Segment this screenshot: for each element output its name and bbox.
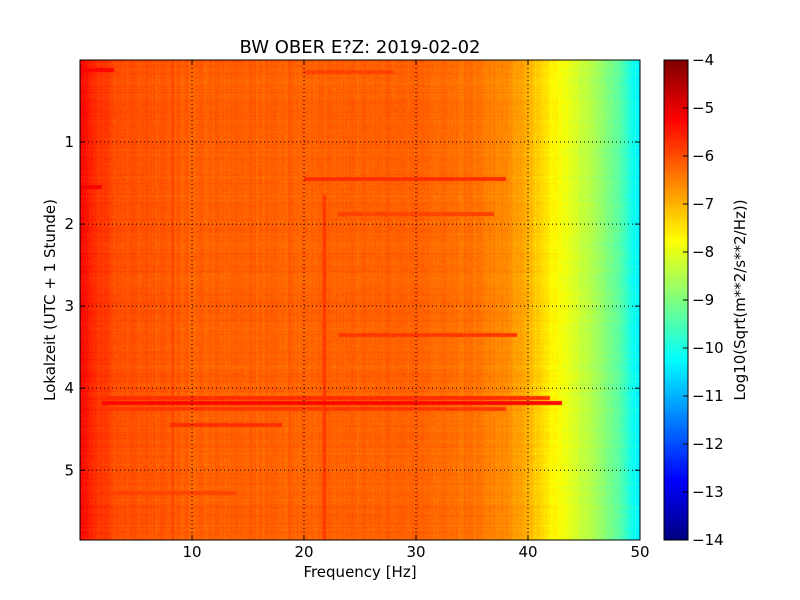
y-axis-label: Lokalzeit (UTC + 1 Stunde) [41,199,59,401]
colorbar-ticks: −4 −5 −6 −7 −8 −9 −10 −11 −12 −13 −14 [683,51,724,549]
x-tick-label: 10 [182,543,201,561]
x-axis-ticks: 10 20 30 40 50 [182,60,650,561]
chart-title: BW OBER E?Z: 2019-02-02 [240,37,481,58]
colorbar-label: Log10(Sqrt(m**2/s**2/Hz)) [731,199,749,400]
colorbar-tick-label: −7 [692,195,714,213]
plot-area: 10 20 30 40 50 1 2 3 4 5 [64,59,650,561]
colorbar-tick-label: −6 [692,147,714,165]
x-tick-label: 50 [630,543,649,561]
colorbar-tick-label: −12 [692,435,724,453]
y-tick-label: 3 [64,297,74,315]
y-axis-ticks: 1 2 3 4 5 [64,133,640,479]
heatmap-image [80,60,640,540]
colorbar-tick-label: −11 [692,387,724,405]
colorbar-tick-label: −5 [692,99,714,117]
x-axis-label: Frequency [Hz] [303,563,416,581]
grid-lines [80,60,640,540]
y-tick-label: 1 [64,133,74,151]
x-tick-label: 30 [406,543,425,561]
colorbar-tick-label: −4 [692,51,714,69]
plot-frame [79,59,641,541]
x-tick-label: 20 [294,543,313,561]
y-tick-label: 5 [64,461,74,479]
colorbar-tick-label: −13 [692,483,724,501]
colorbar-tick-label: −10 [692,339,724,357]
colorbar-tick-label: −14 [692,531,724,549]
y-tick-label: 2 [64,215,74,233]
colorbar: −4 −5 −6 −7 −8 −9 −10 −11 −12 −13 −14 [663,51,724,549]
colorbar-tick-label: −9 [692,291,714,309]
colorbar-tick-label: −8 [692,243,714,261]
x-tick-label: 40 [518,543,537,561]
y-tick-label: 4 [64,379,74,397]
